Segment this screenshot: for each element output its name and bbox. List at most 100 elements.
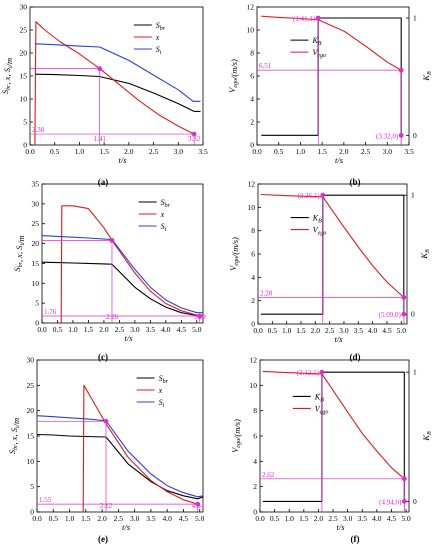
- legend-label: x: [160, 210, 165, 219]
- y-tick-label: 20: [27, 406, 35, 415]
- y-label-part: ,: [14, 250, 24, 254]
- x-tick-label: 2.0: [97, 514, 107, 523]
- y-label-part: /(m/s): [229, 59, 239, 80]
- x-axis-label: t/s: [118, 155, 127, 165]
- legend-main: S: [156, 45, 160, 54]
- x-tick-label: 0.0: [253, 326, 263, 335]
- y-tick-label: 30: [27, 356, 35, 365]
- chart-panel-f: 0.0 0.5 1.0 1.5 2.0 2.5 3.0 3.5 4.0 4.5 5.00246810…: [230, 356, 433, 545]
- y-label-part: S: [14, 245, 24, 250]
- legend-main: K: [314, 392, 321, 401]
- y-tick-label: 25: [27, 381, 35, 390]
- legend-sub: i: [160, 50, 162, 56]
- y-label-part: br: [13, 444, 19, 450]
- series-line-V_ego: [262, 370, 405, 480]
- x-tick-label: 0.5: [50, 147, 60, 156]
- y-label-part: V: [228, 264, 238, 271]
- plot-frame: [41, 183, 204, 324]
- x-tick-label: 5.0: [192, 325, 202, 334]
- y-tick-label: 0: [30, 508, 34, 517]
- y-label-part: ,: [2, 80, 12, 84]
- x-tick-label: 4.0: [372, 514, 382, 523]
- y-tick-label: 15: [20, 72, 28, 81]
- y-tick-label: 10: [250, 381, 258, 390]
- y-label-part: S: [2, 67, 12, 72]
- y-label-part: x: [9, 436, 19, 441]
- y-tick-label: 15: [32, 259, 40, 268]
- annotation-label: (3.32,0): [376, 132, 399, 140]
- x-tick-label: 0.0: [32, 514, 42, 523]
- x-tick-label: 3.0: [343, 514, 353, 523]
- panel-label: (d): [350, 352, 361, 362]
- annotation-label: 2.62: [262, 471, 275, 479]
- y-tick-label: 12: [248, 180, 256, 189]
- y-label-part: /m: [11, 418, 21, 428]
- y-label-part: /(m/s): [232, 419, 242, 440]
- y-label-part: V: [230, 446, 240, 453]
- x-tick-label: 3.5: [404, 147, 414, 156]
- y-tick-label: 4: [250, 95, 254, 104]
- y-label-part: /m: [16, 235, 26, 245]
- x-tick-label: 1.0: [68, 325, 78, 334]
- y-label-part: ego: [234, 257, 240, 266]
- y-label-part: S: [9, 427, 19, 432]
- x-tick-label: 2.0: [124, 147, 134, 156]
- x-tick-label: 4.0: [163, 514, 173, 523]
- y-label-part: i: [20, 244, 26, 246]
- x-tick-label: 2.5: [361, 147, 371, 156]
- y-label-part: B: [427, 71, 433, 75]
- legend-label: KB: [311, 36, 321, 47]
- marker-point: [319, 369, 325, 375]
- legend-label: Si: [159, 398, 165, 409]
- plot-frame: [259, 359, 410, 513]
- y-label-part: br: [18, 261, 24, 267]
- y-axis-label: KB: [419, 249, 431, 260]
- annotation-label: (1.41,1): [293, 15, 316, 23]
- marker-point: [401, 295, 407, 300]
- x-tick-label: 5.0: [397, 326, 407, 335]
- y-tick-label: 10: [248, 203, 256, 212]
- marker-point: [398, 67, 404, 73]
- y-tick-label: 35: [32, 180, 40, 189]
- series-line-S_i: [34, 43, 201, 102]
- series-line-S_i: [41, 235, 203, 314]
- y-label-part: ,: [14, 258, 24, 262]
- x-tick-label: 1.0: [285, 514, 295, 523]
- chart-panel-b: 0.0 0.5 1.0 1.5 2.0 2.5 3.0 3.502468101201KBt/s…: [227, 3, 433, 188]
- y-label-part: ,: [9, 440, 19, 444]
- marker-point: [109, 237, 115, 243]
- series-line-x: [82, 384, 198, 513]
- y-axis-label: Vego/(m/s): [228, 237, 240, 271]
- x-tick-label: 5.0: [195, 514, 205, 523]
- x-tick-label: 0.5: [49, 514, 59, 523]
- y2-tick-label: 1: [413, 14, 417, 23]
- x-tick-label: 0.5: [268, 326, 278, 335]
- marker-point: [195, 501, 201, 507]
- annotation-label: (5.09,0): [379, 311, 402, 319]
- y-axis-label: Sbr, x, Si/m: [0, 58, 14, 94]
- x-tick-label: 1.5: [317, 147, 327, 156]
- y-label-part: ,: [2, 72, 12, 76]
- annotation-label: 2.26: [106, 313, 119, 321]
- legend-sub: br: [160, 26, 166, 32]
- y-tick-label: 0: [253, 508, 257, 517]
- legend-label: KB: [312, 214, 322, 225]
- y-label-part: /(m/s): [230, 237, 240, 258]
- x-tick-label: 0.0: [25, 147, 35, 156]
- y-label-part: S: [0, 89, 10, 94]
- y2-tick-label: 0: [413, 497, 417, 506]
- y-label-part: K: [419, 252, 429, 260]
- x-tick-label: 1.5: [296, 326, 306, 335]
- legend-sub: i: [165, 227, 167, 233]
- plot-frame: [257, 183, 408, 325]
- annotation-label: (4.94,0): [379, 498, 402, 506]
- marker-point: [197, 313, 202, 319]
- y-label-part: K: [421, 74, 431, 82]
- y-tick-label: 5: [23, 118, 27, 127]
- series-line-K_B: [261, 17, 402, 136]
- y-tick-label: 30: [32, 199, 40, 208]
- plot-frame: [256, 6, 410, 146]
- y-tick-label: 2: [251, 296, 255, 305]
- y-label-part: i: [8, 66, 14, 68]
- x-tick-label: 4.5: [387, 514, 397, 523]
